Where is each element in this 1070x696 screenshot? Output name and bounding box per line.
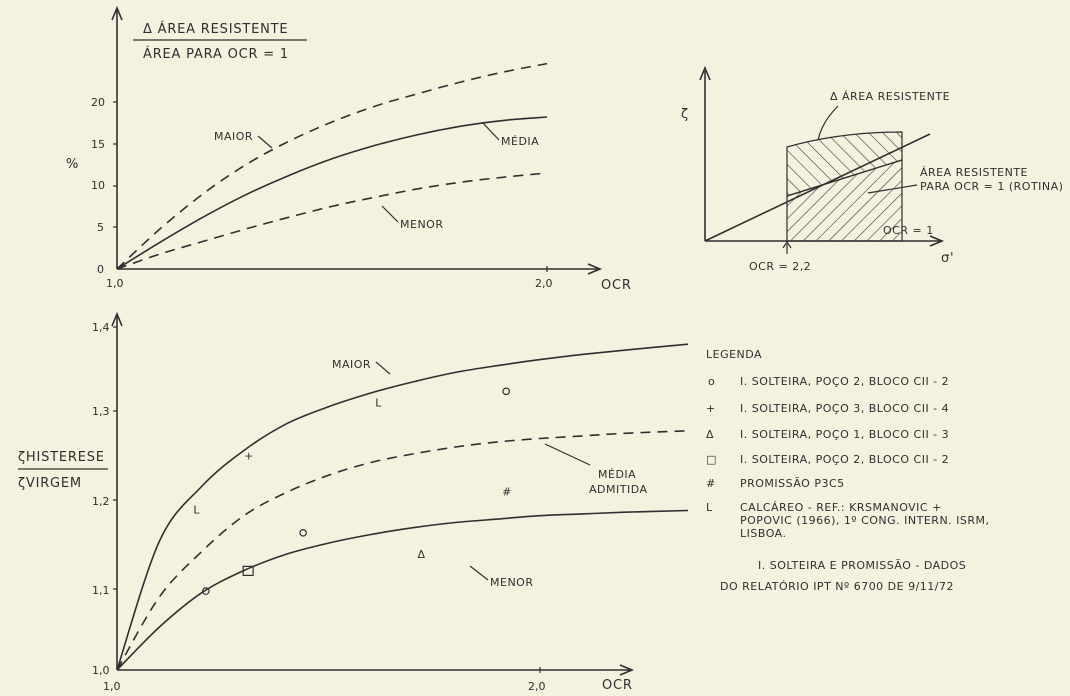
top-y-axis-arrow [111,5,123,21]
inset-y-axis-arrow [699,65,711,81]
bottom-label-media-line2: ADMITIDA [589,483,648,496]
bottom-label-menor-leader [469,565,489,581]
top-label-menor: MENOR [400,218,443,231]
top-y-tick-20: 20 [91,96,105,109]
legend-note-line2: DO RELATÓRIO IPT Nº 6700 DE 9/11/72 [720,580,954,593]
top-label-maior-leader [257,135,273,149]
point-plus: + [244,450,254,463]
bottom-series-media-line [116,430,689,671]
bottom-chart: OCR 1,0 2,0 ζHISTERESE ζVIRGEM 1,0 1,1 1… [18,311,689,693]
legend-item-text: I. SOLTEIRA, POÇO 3, BLOCO CII - 4 [740,402,949,415]
top-label-media-leader [481,121,500,141]
top-y-ticks: 0 5 10 15 20 [91,96,117,276]
point-l: L [375,396,382,409]
legend-item-text: PROMISSÃO P3C5 [740,477,845,490]
legend-symbol: L [706,501,713,514]
inset-area-label-1: ÁREA RESISTENTE [920,166,1028,179]
bottom-x-tick-2: 2,0 [528,680,546,693]
top-label-maior: MAIOR [214,130,253,143]
bottom-label-menor: MENOR [490,576,533,589]
legend-item-text-multiline: CALCÁREO - REF.: KRSMANOVIC + POPOVIC (19… [740,501,990,540]
legend-item-line: POPOVIC (1966), 1º CONG. INTERN. ISRM, [740,514,990,527]
inset-area-label-2: PARA OCR = 1 (ROTINA) [920,180,1063,193]
bottom-y-tick-14: 1,4 [92,321,110,334]
bottom-y-tick-11: 1,1 [92,584,110,597]
bottom-y-tick-12: 1,2 [92,495,110,508]
inset-delta-area [786,131,903,197]
bottom-points-group: + Δ # L L [193,387,512,595]
point-hash: # [502,486,512,499]
bottom-series-group [116,343,689,671]
inset-delta-leader [817,105,839,141]
inset-virgin-line [704,133,931,242]
point-triangle: Δ [418,548,426,561]
point-l: L [193,504,200,517]
top-x-tick-1: 1,0 [106,277,124,290]
bottom-series-maior-line [116,343,689,671]
top-y-tick-10: 10 [91,179,105,192]
legend-title: LEGENDA [706,348,762,361]
bottom-y-tick-13: 1,3 [92,405,110,418]
top-x-tick-2: 2,0 [535,277,553,290]
legend-item-line: CALCÁREO - REF.: KRSMANOVIC + [740,501,942,514]
inset-ocr22-label: OCR = 2,2 [749,260,811,273]
bottom-y-axis-arrow [111,311,123,327]
inset-base-area [786,159,903,242]
point-circle [502,387,510,396]
legend-symbol: Δ [706,428,714,441]
top-series-mdia-line [116,116,548,270]
point-circle [202,587,210,595]
bottom-x-axis-arrow [619,664,635,676]
top-x-axis-arrow [587,263,603,275]
inset-ocr1-label: OCR = 1 [883,224,934,237]
top-y-tick-0: 0 [97,263,104,276]
inset-ocr22-arrowhead [782,240,792,249]
legend-symbol: + [706,402,716,415]
bottom-x-label: OCR [602,678,633,693]
bottom-label-media-leader [544,443,591,466]
inset-y-label: ζ [681,107,689,122]
bottom-y-label-numerator: ζHISTERESE [18,450,105,465]
top-y-label: % [66,157,79,172]
bottom-y-tick-10: 1,0 [92,664,110,677]
inset-x-label: σ' [941,251,954,266]
top-x-label: OCR [601,278,632,293]
top-chart: Δ ÁREA RESISTENTE ÁREA PARA OCR = 1 % OC… [66,5,632,293]
top-title-denominator: ÁREA PARA OCR = 1 [143,46,289,62]
top-y-tick-5: 5 [97,221,104,234]
legend-item-text: I. SOLTEIRA, POÇO 2, BLOCO CII - 2 [740,375,949,388]
legend-item-line: LISBOA. [740,527,787,540]
legend-item-text: I. SOLTEIRA, POÇO 1, BLOCO CII - 3 [740,428,949,441]
legend-item-text: I. SOLTEIRA, POÇO 2, BLOCO CII - 2 [740,453,949,466]
bottom-label-media-line1: MÉDIA [598,468,636,481]
legend: LEGENDA o I. SOLTEIRA, POÇO 2, BLOCO CII… [706,348,990,593]
inset-area-leader [867,184,918,194]
bottom-x-tick-1: 1,0 [103,680,121,693]
top-label-media: MÉDIA [501,135,539,148]
bottom-y-ticks: 1,0 1,1 1,2 1,3 1,4 [92,321,117,677]
bottom-label-media: MÉDIA ADMITIDA [589,468,648,496]
legend-symbol: # [706,477,716,490]
top-series-menor-line [116,172,548,270]
top-label-menor-leader [381,205,399,223]
top-series-maior-line [116,62,548,270]
legend-symbol: o [708,375,715,388]
legend-symbol: □ [706,453,717,466]
bottom-y-label-denominator: ζVIRGEM [18,476,82,491]
top-series-group [116,62,548,270]
top-y-tick-15: 15 [91,138,105,151]
inset-diagram: ζ σ' Δ ÁREA RESISTENTE ÁREA RESISTENTE P… [681,65,1063,273]
inset-delta-label: Δ ÁREA RESISTENTE [830,90,950,103]
bottom-label-maior-leader [375,361,391,375]
legend-note-line1: I. SOLTEIRA E PROMISSÃO - DADOS [758,559,966,572]
bottom-series-menor-line [116,509,689,671]
bottom-label-maior: MAIOR [332,358,371,371]
inset-x-axis-arrow [929,235,945,247]
top-title-numerator: Δ ÁREA RESISTENTE [143,21,288,37]
point-circle [299,528,307,537]
point-square [242,565,254,576]
